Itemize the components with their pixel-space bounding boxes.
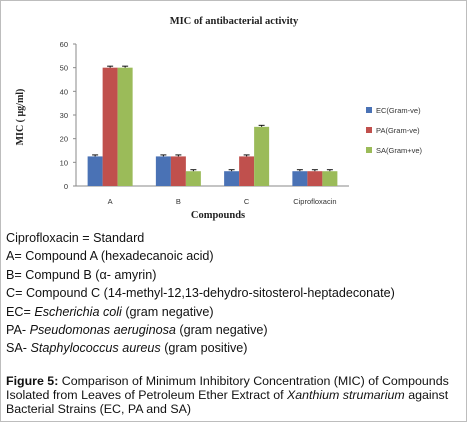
bar — [117, 67, 133, 186]
chart-container: MIC of antibacterial activity MIC ( μg/m… — [1, 1, 466, 225]
note-compound-a: A= Compound A (hexadecanoic acid) — [6, 249, 214, 264]
x-axis-title: Compounds — [191, 210, 245, 221]
bar — [254, 126, 270, 186]
y-tick-label: 50 — [60, 64, 68, 73]
bar — [307, 171, 323, 186]
y-tick-label: 60 — [60, 40, 68, 49]
legend-label: PA(Gram-ve) — [376, 126, 420, 135]
y-axis-title: MIC ( μg/ml) — [15, 89, 26, 146]
figure-caption: Figure 5: Comparison of Minimum Inhibito… — [6, 374, 449, 417]
note-ec: EC= Escherichia coli (gram negative) — [6, 304, 214, 319]
bar — [239, 156, 255, 186]
x-tick-label: Ciprofloxacin — [293, 197, 336, 206]
bar — [322, 171, 338, 186]
x-tick-label: B — [176, 197, 181, 206]
y-tick-label: 30 — [60, 111, 68, 120]
abbreviation-notes: Ciprofloxacin = Standard A= Compound A (… — [6, 229, 462, 358]
bar — [87, 156, 103, 186]
bar — [102, 67, 118, 186]
y-tick-label: 40 — [60, 87, 68, 96]
bar — [292, 171, 308, 186]
chart-title: MIC of antibacterial activity — [170, 16, 299, 27]
legend-swatch — [366, 107, 372, 113]
legend-swatch — [366, 147, 372, 153]
y-tick-label: 20 — [60, 135, 68, 144]
y-tick-label: 0 — [64, 182, 68, 191]
legend-swatch — [366, 127, 372, 133]
y-tick-label: 10 — [60, 158, 68, 167]
bar — [155, 156, 171, 186]
x-tick-label: A — [108, 197, 113, 206]
note-compound-c: C= Compound C (14-methyl-12,13-dehydro-s… — [6, 286, 395, 301]
note-sa: SA- Staphylococcus aureus (gram positive… — [6, 341, 248, 356]
mic-bar-chart: MIC of antibacterial activity MIC ( μg/m… — [15, 16, 423, 221]
note-standard: Ciprofloxacin = Standard — [6, 231, 145, 245]
note-compound-b: B= Compund B (α- amyrin) — [6, 267, 157, 282]
legend-label: EC(Gram-ve) — [376, 106, 421, 115]
bar — [170, 156, 186, 186]
bar — [185, 171, 201, 186]
x-tick-label: C — [244, 197, 250, 206]
note-pa: PA- Pseudomonas aeruginosa (gram negativ… — [6, 323, 268, 338]
caption-label: Figure 5: — [6, 374, 59, 388]
bar — [224, 171, 240, 186]
legend-label: SA(Gram+ve) — [376, 146, 423, 155]
